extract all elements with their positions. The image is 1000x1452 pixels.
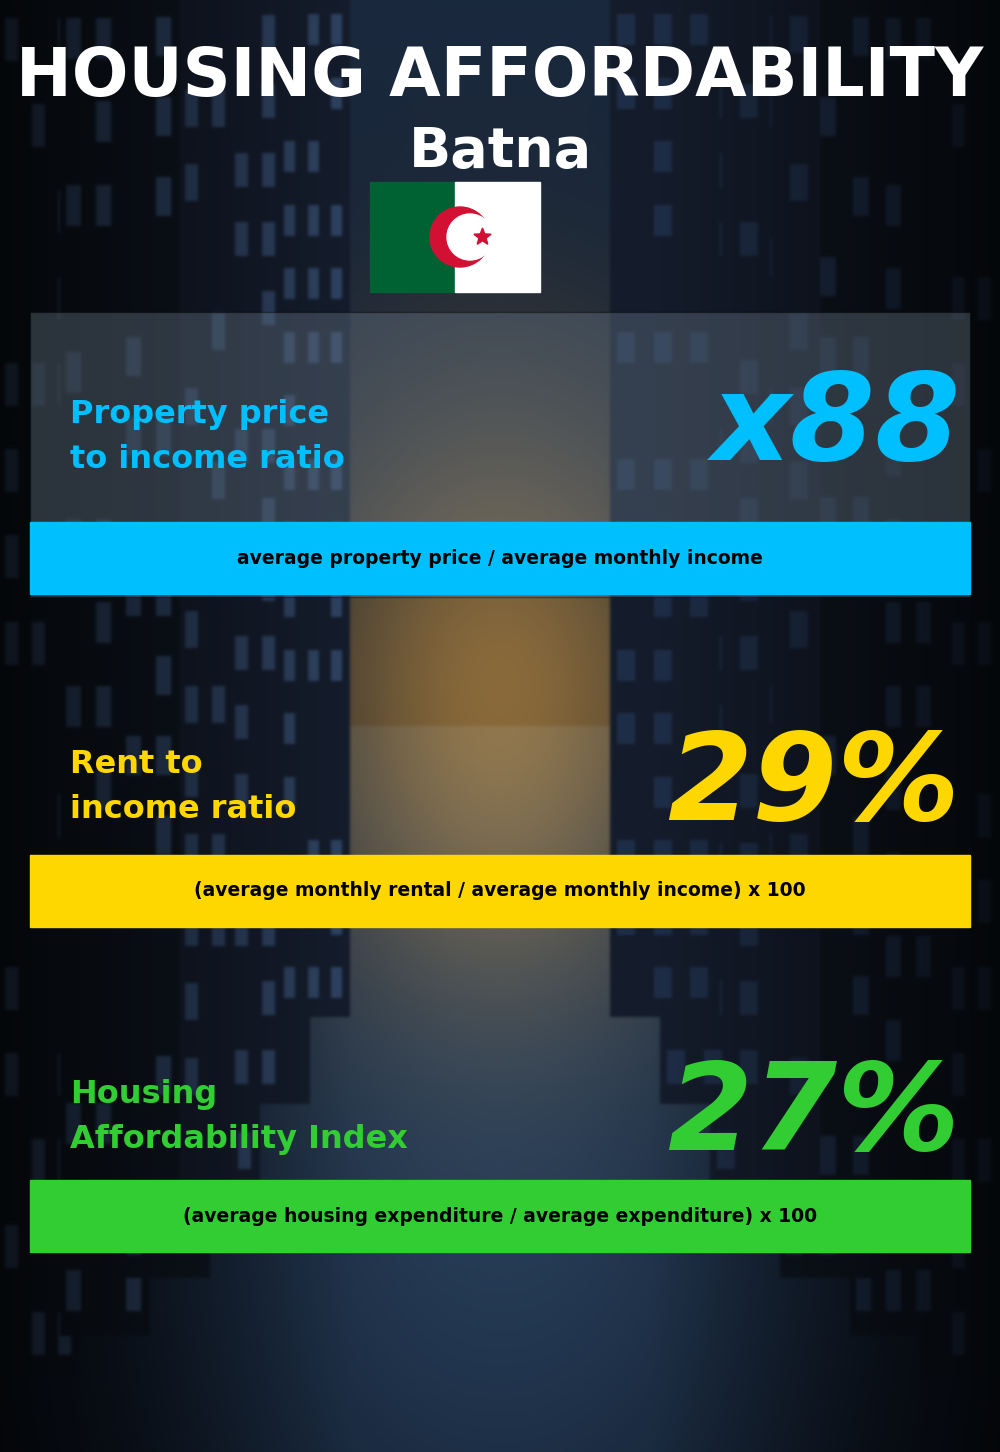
Text: 29%: 29% [667, 729, 960, 845]
FancyBboxPatch shape [30, 312, 970, 597]
Bar [370, 182, 455, 292]
Text: (average monthly rental / average monthly income) x 100: (average monthly rental / average monthl… [194, 881, 806, 900]
Text: Batna: Batna [408, 125, 592, 179]
Text: 27%: 27% [667, 1059, 960, 1176]
Bar [30, 855, 970, 926]
Circle shape [430, 208, 490, 267]
Bar [30, 523, 970, 594]
Circle shape [447, 213, 493, 260]
Text: HOUSING AFFORDABILITY: HOUSING AFFORDABILITY [16, 44, 984, 110]
Text: x88: x88 [711, 369, 960, 485]
Text: average property price / average monthly income: average property price / average monthly… [237, 549, 763, 568]
Text: Rent to
income ratio: Rent to income ratio [70, 749, 296, 825]
Polygon shape [474, 228, 491, 244]
Bar [30, 1180, 970, 1252]
Text: (average housing expenditure / average expenditure) x 100: (average housing expenditure / average e… [183, 1207, 817, 1225]
Text: Property price
to income ratio: Property price to income ratio [70, 399, 345, 475]
Text: Housing
Affordability Index: Housing Affordability Index [70, 1079, 408, 1156]
Bar [455, 182, 540, 292]
